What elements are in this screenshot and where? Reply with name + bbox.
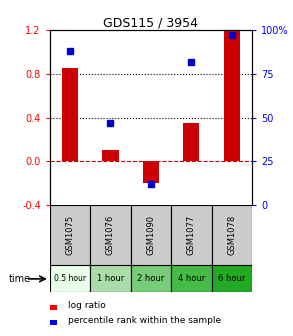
Bar [183, 123, 200, 161]
Bar [90, 265, 131, 292]
Text: 6 hour: 6 hour [218, 275, 246, 283]
Text: GSM1076: GSM1076 [106, 215, 115, 255]
Title: GDS115 / 3954: GDS115 / 3954 [103, 16, 198, 29]
Text: GSM1077: GSM1077 [187, 215, 196, 255]
Bar [212, 205, 252, 265]
Text: 4 hour: 4 hour [178, 275, 205, 283]
Bar [50, 205, 90, 265]
Bar [224, 30, 240, 161]
Text: GSM1078: GSM1078 [227, 215, 236, 255]
Bar [131, 265, 171, 292]
Bar [171, 205, 212, 265]
Bar [102, 151, 119, 161]
Bar [62, 69, 78, 161]
Text: time: time [9, 274, 31, 284]
Text: 1 hour: 1 hour [97, 275, 124, 283]
Bar [212, 265, 252, 292]
Text: 2 hour: 2 hour [137, 275, 165, 283]
Bar [90, 205, 131, 265]
Bar [131, 205, 171, 265]
Text: percentile rank within the sample: percentile rank within the sample [68, 316, 221, 325]
Bar [50, 265, 90, 292]
Bar [50, 305, 57, 310]
Text: GSM1090: GSM1090 [146, 215, 155, 255]
Text: log ratio: log ratio [68, 301, 106, 309]
Bar [50, 320, 57, 325]
Text: GSM1075: GSM1075 [66, 215, 74, 255]
Text: 0.5 hour: 0.5 hour [54, 275, 86, 283]
Bar [171, 265, 212, 292]
Bar [143, 161, 159, 183]
